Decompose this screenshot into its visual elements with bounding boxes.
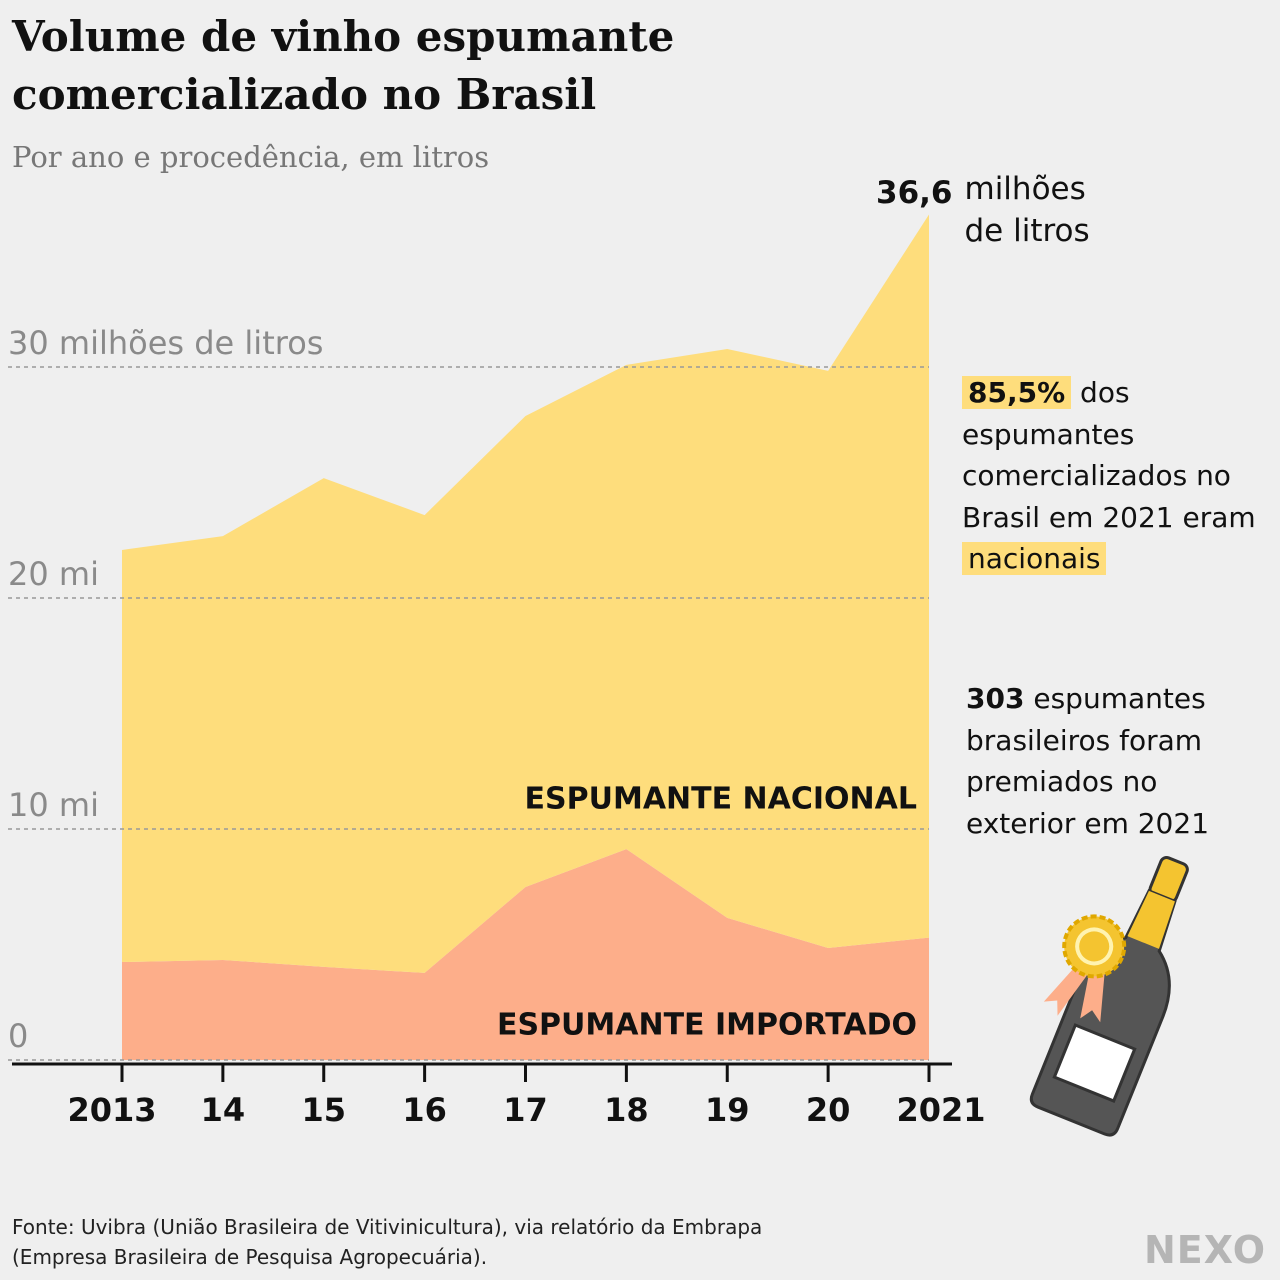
x-tick-label: 17: [503, 1091, 548, 1129]
y-tick-label: 10 mi: [8, 786, 99, 824]
x-tick-label: 20: [806, 1091, 851, 1129]
logo: NEXO: [1143, 1228, 1266, 1272]
share-number: 85,5%: [962, 376, 1072, 409]
x-tick-label: 15: [301, 1091, 346, 1129]
awards-annotation: 303 espumantes brasileiros foram premiad…: [966, 678, 1266, 844]
series-label: ESPUMANTE IMPORTADO: [497, 1008, 917, 1043]
y-tick-label: 30 milhões de litros: [8, 324, 323, 362]
x-tick-label: 19: [705, 1091, 750, 1129]
bottle-icon: [1029, 855, 1189, 1137]
share-highlight: nacionais: [962, 542, 1107, 575]
area: [122, 214, 929, 973]
share-annotation: 85,5% dos espumantes comercializados no …: [962, 372, 1262, 580]
total-number: 36,6: [876, 175, 953, 211]
area: [122, 849, 929, 1060]
series-label: ESPUMANTE NACIONAL: [525, 782, 917, 817]
awards-number: 303: [966, 682, 1025, 715]
x-tick-label: 14: [201, 1091, 246, 1129]
x-tick-label: 2013: [67, 1091, 156, 1129]
x-tick-label: 18: [604, 1091, 649, 1129]
awards-text: espumantes brasileiros foram premiados n…: [966, 682, 1210, 840]
x-tick-label: 16: [402, 1091, 447, 1129]
y-tick-label: 0: [8, 1017, 28, 1055]
total-text: milhões de litros: [964, 171, 1090, 249]
share-text: dos espumantes comercializados no Brasil…: [962, 376, 1256, 534]
subtitle: Por ano e procedência, em litros: [12, 140, 490, 174]
y-tick-label: 20 mi: [8, 555, 99, 593]
source: Fonte: Uvibra (União Brasileira de Vitiv…: [12, 1215, 763, 1269]
x-tick-label: 2021: [896, 1091, 985, 1129]
total-annotation: 36,6 milhões de litros: [876, 168, 1136, 252]
title: Volume de vinho espumante comercializado…: [12, 12, 675, 119]
